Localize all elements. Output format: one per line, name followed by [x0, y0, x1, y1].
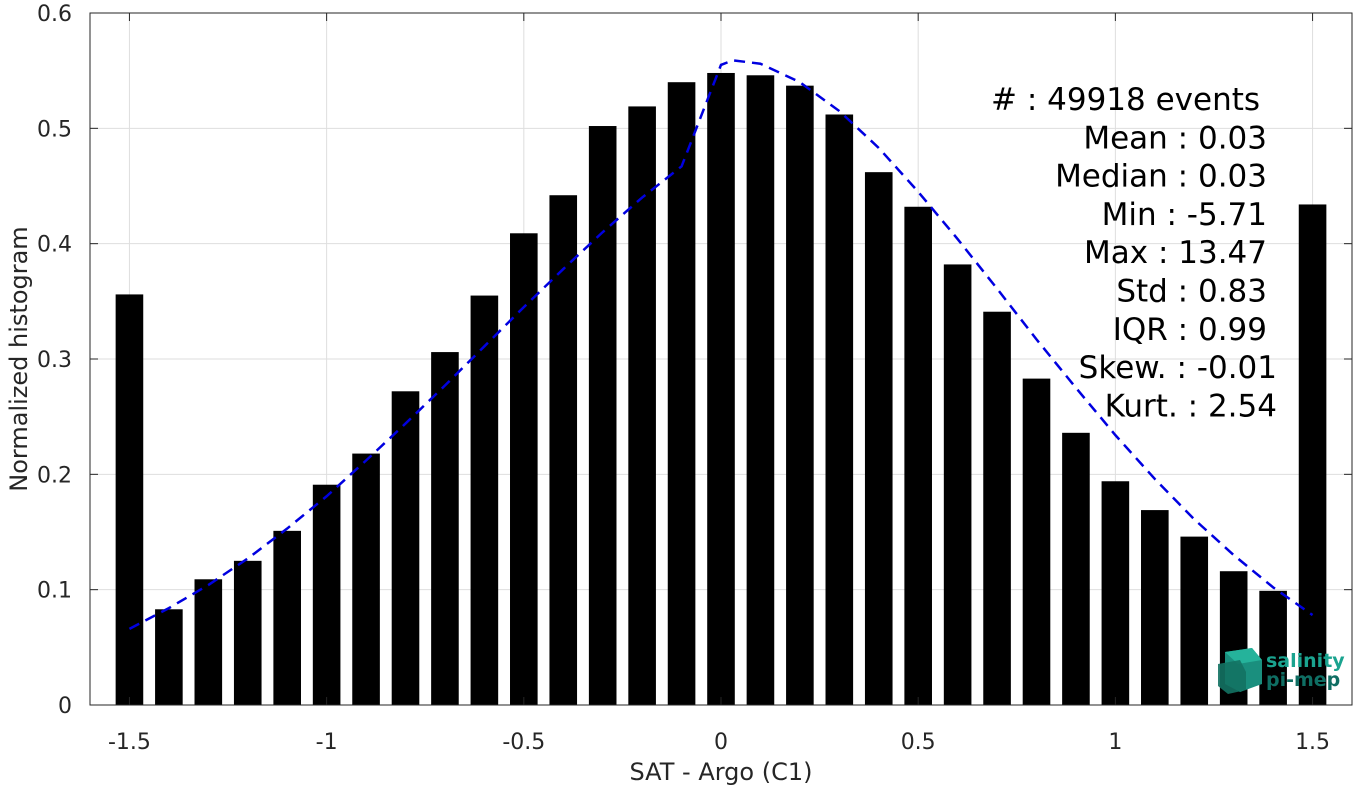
histogram-bar — [628, 106, 656, 706]
gaussian-fit — [128, 59, 1314, 630]
y-tick-label: 0.1 — [37, 579, 72, 604]
y-tick-label: 0.4 — [37, 233, 72, 258]
histogram-bar — [194, 579, 223, 705]
histogram-bar — [1022, 378, 1051, 705]
x-tick-label: 1.5 — [1295, 730, 1330, 755]
histogram-bar — [233, 560, 262, 705]
x-tick-label: -1.5 — [108, 730, 151, 755]
histogram-bar — [115, 294, 144, 705]
bar-series — [115, 72, 1327, 706]
histogram-bar — [1101, 481, 1130, 705]
y-tick-label: 0 — [58, 694, 72, 719]
logo-text-line2: pi-mep — [1266, 669, 1340, 691]
y-axis-ticks: 0 0.1 0.2 0.3 0.4 0.5 0.6 — [37, 2, 1352, 719]
stat-line: # : 49918 events — [991, 82, 1260, 118]
histogram-bar — [312, 484, 341, 705]
histogram-bar — [825, 114, 854, 705]
x-tick-label: -1 — [316, 730, 338, 755]
histogram-bar — [1062, 432, 1090, 705]
x-tick-label: -0.5 — [502, 730, 545, 755]
histogram-bar — [667, 82, 696, 705]
histogram-bar — [786, 85, 814, 705]
stat-line: Max : 13.47 — [1084, 235, 1267, 271]
histogram-bar — [983, 311, 1011, 705]
salinity-pimep-logo: salinity pi-mep — [1218, 648, 1345, 694]
stat-line: Skew. : -0.01 — [1079, 350, 1277, 386]
histogram-bar — [1298, 204, 1327, 705]
x-tick-label: 0 — [714, 730, 728, 755]
y-tick-label: 0.6 — [37, 2, 72, 27]
y-tick-label: 0.3 — [37, 348, 72, 373]
histogram-bar — [864, 172, 893, 705]
x-tick-label: 1 — [1108, 730, 1122, 755]
histogram-bar — [588, 126, 617, 705]
histogram-bar — [1259, 590, 1287, 705]
histogram-bar — [746, 75, 775, 705]
stat-line: Std : 0.83 — [1116, 274, 1267, 310]
y-tick-label: 0.2 — [37, 463, 72, 488]
stat-line: Mean : 0.03 — [1083, 120, 1267, 156]
histogram-bar — [1141, 510, 1169, 705]
histogram-bar — [904, 206, 932, 705]
y-tick-label: 0.5 — [37, 117, 72, 142]
stat-line: Median : 0.03 — [1055, 159, 1267, 195]
histogram-bar — [510, 233, 538, 705]
histogram-bar — [707, 72, 735, 706]
x-axis-ticks: -1.5 -1 -0.5 0 0.5 1 1.5 — [108, 13, 1330, 755]
logo-cube-icon — [1218, 648, 1262, 694]
y-axis-label: Normalized histogram — [5, 226, 33, 491]
histogram-bar — [391, 391, 420, 705]
histogram-bar — [943, 264, 972, 705]
x-tick-label: 0.5 — [901, 730, 936, 755]
histogram-bar — [1180, 536, 1209, 705]
histogram-bar — [549, 195, 578, 705]
stat-line: Kurt. : 2.54 — [1105, 388, 1277, 424]
fit-curve-line — [128, 59, 1314, 630]
stat-line: IQR : 0.99 — [1113, 312, 1267, 348]
histogram-bar — [273, 530, 301, 705]
histogram-bar — [431, 352, 459, 705]
logo-text-line1: salinity — [1266, 650, 1345, 672]
histogram-bar — [352, 453, 380, 705]
histogram-bar — [470, 295, 499, 705]
x-axis-label: SAT - Argo (C1) — [630, 758, 813, 786]
stat-line: Min : -5.71 — [1102, 197, 1267, 233]
histogram-bar — [155, 609, 183, 705]
